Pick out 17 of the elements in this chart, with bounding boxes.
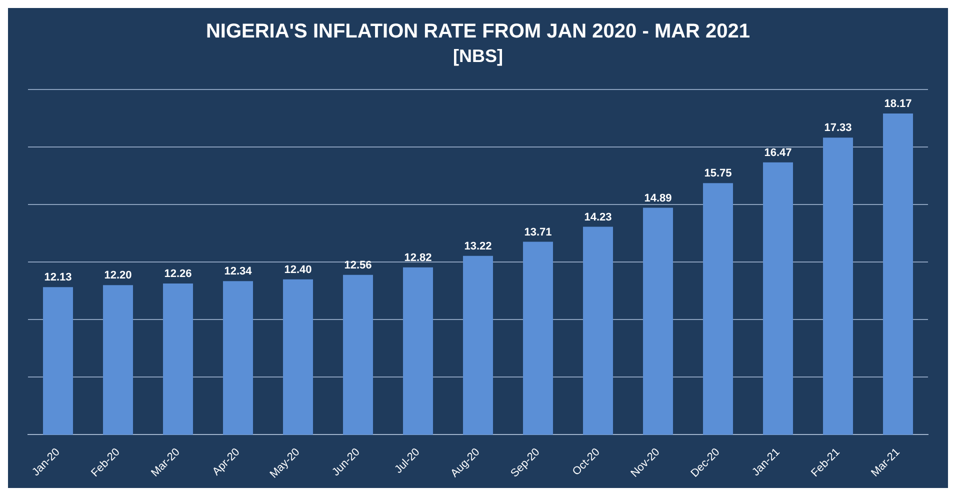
- chart-subtitle: [NBS]: [453, 46, 503, 66]
- data-label: 18.17: [884, 98, 912, 110]
- data-label: 12.26: [164, 268, 192, 280]
- data-label: 16.47: [764, 146, 792, 159]
- data-label: 12.13: [44, 272, 72, 284]
- data-label: 12.40: [284, 264, 312, 276]
- data-label: 12.56: [344, 259, 372, 272]
- data-label: 13.71: [524, 226, 552, 238]
- data-label: 14.23: [584, 211, 612, 224]
- chart-title: NIGERIA'S INFLATION RATE FROM JAN 2020 - MAR 2021: [206, 20, 750, 43]
- data-label: 14.89: [644, 192, 672, 204]
- data-label: 15.75: [704, 168, 732, 180]
- data-label: 13.22: [464, 240, 492, 252]
- data-label: 12.20: [104, 270, 132, 282]
- data-label: 17.33: [824, 122, 852, 134]
- data-label: 12.82: [404, 252, 432, 264]
- data-label: 12.34: [224, 266, 253, 278]
